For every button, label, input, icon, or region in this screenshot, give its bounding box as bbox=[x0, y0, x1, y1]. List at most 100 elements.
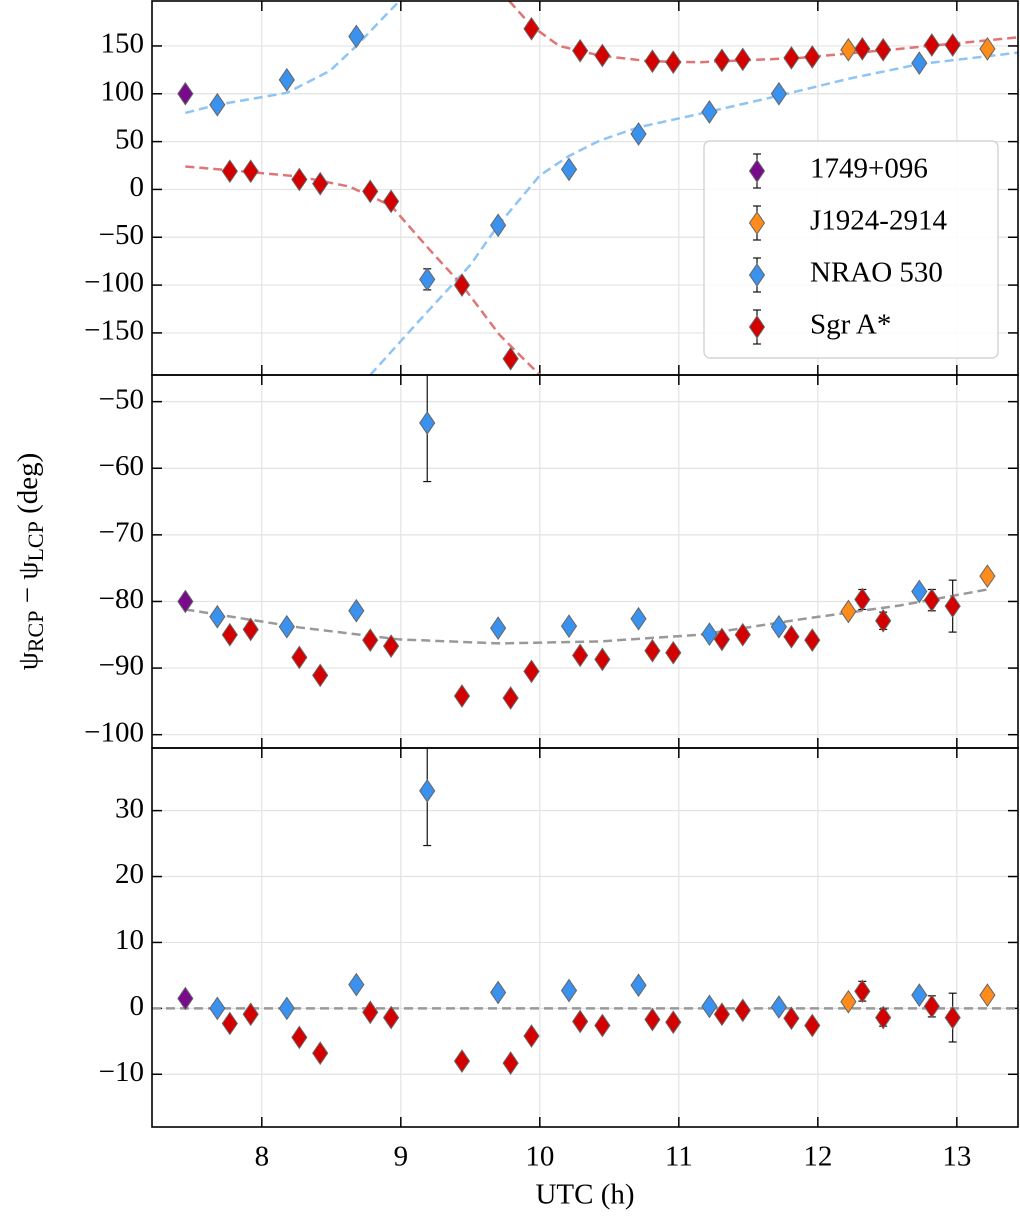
point bbox=[923, 994, 940, 1019]
point bbox=[523, 16, 540, 41]
point bbox=[502, 686, 519, 710]
point bbox=[291, 1025, 308, 1050]
point bbox=[644, 638, 661, 663]
point bbox=[453, 684, 471, 708]
x-axis-label: UTC (h) bbox=[535, 1179, 634, 1211]
point bbox=[242, 617, 259, 642]
y-tick-label: 20 bbox=[115, 858, 144, 890]
x-tick-label: 8 bbox=[255, 1141, 270, 1173]
point bbox=[221, 159, 238, 184]
plot-area bbox=[177, 375, 996, 710]
point bbox=[840, 37, 857, 62]
point bbox=[419, 778, 436, 803]
point bbox=[979, 983, 996, 1008]
point bbox=[453, 273, 471, 297]
point bbox=[221, 622, 238, 647]
point bbox=[944, 33, 961, 57]
y-tick-label: 10 bbox=[115, 924, 144, 956]
y-tick-label: 30 bbox=[115, 792, 144, 824]
point bbox=[560, 978, 578, 1003]
point bbox=[644, 49, 661, 74]
legend-label: 1749+096 bbox=[810, 153, 928, 185]
point bbox=[840, 599, 857, 624]
point bbox=[783, 1006, 800, 1031]
y-axis-label-subscript: RCP bbox=[23, 611, 48, 653]
legend-label: J1924-2914 bbox=[810, 205, 947, 237]
legend-marker bbox=[748, 159, 766, 183]
point bbox=[875, 37, 892, 62]
y-tick-label: −150 bbox=[84, 315, 144, 347]
point bbox=[382, 1005, 400, 1030]
point bbox=[419, 411, 436, 435]
point bbox=[362, 628, 379, 652]
point bbox=[875, 608, 892, 633]
point bbox=[209, 604, 226, 629]
point bbox=[382, 634, 400, 658]
y-axis-label: ψRCP − ψLCP (deg) bbox=[12, 453, 48, 671]
point bbox=[630, 606, 647, 631]
point bbox=[770, 81, 788, 106]
point bbox=[875, 1005, 892, 1030]
x-tick-label: 11 bbox=[665, 1141, 693, 1173]
y-tick-label: −10 bbox=[99, 1056, 144, 1088]
y-tick-label: 0 bbox=[130, 990, 145, 1022]
y-axis-label-part: (deg) bbox=[12, 453, 44, 521]
point bbox=[665, 1010, 682, 1035]
legend-marker bbox=[748, 315, 766, 339]
point bbox=[804, 1013, 821, 1038]
legend-label: Sgr A* bbox=[810, 309, 891, 341]
legend: 1749+096 J1924-2914 NRAO 530 Sgr A* bbox=[703, 140, 999, 359]
point bbox=[572, 1009, 589, 1034]
point bbox=[713, 627, 731, 652]
y-tick-label: −90 bbox=[99, 650, 144, 682]
point bbox=[911, 579, 928, 604]
point bbox=[523, 1024, 540, 1048]
point bbox=[312, 663, 329, 688]
y-tick-label: 0 bbox=[130, 171, 145, 203]
legend-box bbox=[703, 140, 999, 359]
fit-curve bbox=[369, 51, 1018, 375]
point bbox=[242, 1002, 259, 1027]
point bbox=[502, 1051, 519, 1075]
point bbox=[734, 998, 751, 1023]
point bbox=[854, 587, 871, 612]
x-tick-label: 9 bbox=[394, 1141, 409, 1173]
point bbox=[453, 1049, 471, 1073]
point bbox=[490, 213, 507, 238]
point bbox=[770, 995, 788, 1019]
plot-frame bbox=[151, 374, 1019, 749]
legend-marker bbox=[748, 211, 766, 235]
point bbox=[911, 51, 928, 76]
point bbox=[854, 36, 871, 61]
point bbox=[362, 179, 379, 204]
y-tick-label: −80 bbox=[99, 583, 144, 615]
legend-marker bbox=[748, 263, 766, 287]
point bbox=[278, 67, 295, 92]
point bbox=[523, 659, 540, 684]
point bbox=[783, 624, 800, 649]
y-axis-label-part: ψ bbox=[12, 652, 44, 670]
legend-label: NRAO 530 bbox=[810, 257, 943, 289]
fit-curve bbox=[185, 588, 988, 645]
point bbox=[560, 157, 578, 182]
point bbox=[713, 1002, 731, 1027]
point bbox=[572, 38, 589, 63]
point bbox=[854, 979, 871, 1004]
y-tick-label: −50 bbox=[99, 383, 144, 415]
point bbox=[209, 92, 226, 117]
point bbox=[734, 47, 751, 72]
point bbox=[362, 1000, 379, 1025]
point bbox=[419, 267, 436, 292]
y-axis-label-subscript: LCP bbox=[23, 521, 48, 561]
point bbox=[713, 48, 731, 73]
y-tick-label: 150 bbox=[101, 28, 145, 60]
point bbox=[770, 614, 788, 639]
y-tick-label: −70 bbox=[99, 517, 144, 549]
point bbox=[630, 122, 647, 146]
panel: 8 9 10 11 12 13 −10 0 10 20 30 UTC (h) bbox=[99, 747, 1019, 1211]
point bbox=[840, 989, 857, 1014]
panel: −100 −90 −80 −70 −60 −50 ψRCP − ψLCP (deg) bbox=[12, 374, 1019, 749]
point bbox=[783, 46, 800, 70]
point bbox=[382, 189, 400, 214]
